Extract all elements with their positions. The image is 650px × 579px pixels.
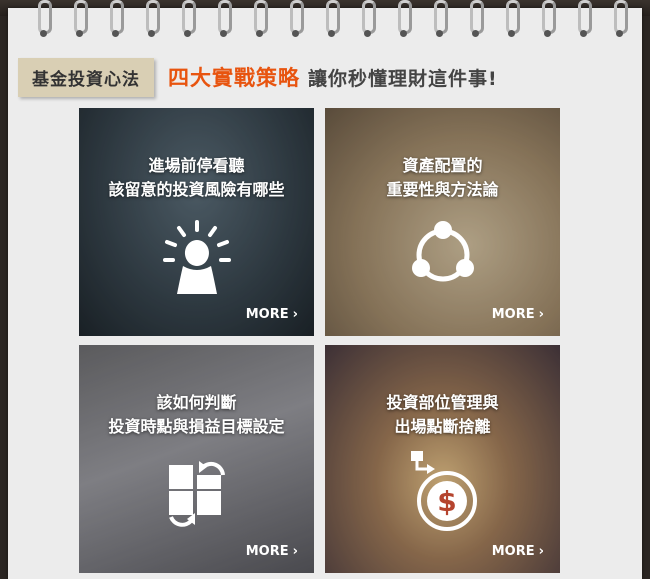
binder-ring — [396, 0, 412, 37]
chevron-right-icon: › — [292, 307, 298, 322]
binder-ring — [324, 0, 340, 37]
card-background — [79, 345, 314, 573]
card-title-line1: 資產配置的 — [402, 156, 483, 175]
binder-rings — [0, 0, 650, 48]
svg-text:$: $ — [437, 485, 456, 518]
card-title-line1: 投資部位管理與 — [386, 393, 499, 412]
card-title: 進場前停看聽 該留意的投資風險有哪些 — [79, 154, 314, 202]
strategy-card-risk[interactable]: 進場前停看聽 該留意的投資風險有哪些 MORE › — [79, 108, 314, 336]
binder-ring — [432, 0, 448, 37]
headline-subtitle: 讓你秒懂理財這件事! — [308, 67, 498, 90]
card-title-line2: 該留意的投資風險有哪些 — [108, 180, 285, 199]
allocation-cycle-icon — [411, 221, 474, 282]
binder-ring — [360, 0, 376, 37]
card-title-line2: 投資時點與損益目標設定 — [108, 417, 285, 436]
card-title-line1: 進場前停看聽 — [148, 156, 245, 175]
grid-arrows-icon — [168, 461, 225, 527]
binder-ring — [576, 0, 592, 37]
binder-ring — [108, 0, 124, 37]
headline-highlight: 四大實戰策略 — [168, 66, 300, 90]
category-tag: 基金投資心法 — [18, 57, 154, 97]
card-title-line2: 出場點斷捨離 — [394, 417, 491, 436]
binder-ring — [504, 0, 520, 37]
card-title: 資產配置的 重要性與方法論 — [325, 154, 560, 202]
strategy-card-allocation[interactable]: 資產配置的 重要性與方法論 MORE › — [325, 108, 560, 336]
binder-ring — [468, 0, 484, 37]
binder-ring — [288, 0, 304, 37]
binder-ring — [216, 0, 232, 37]
chevron-right-icon: › — [538, 307, 544, 322]
more-link[interactable]: MORE › — [491, 307, 544, 322]
card-title-line2: 重要性與方法論 — [386, 180, 499, 199]
binder-ring — [540, 0, 556, 37]
binder-ring — [144, 0, 160, 37]
binder-ring — [252, 0, 268, 37]
binder-ring — [36, 0, 52, 37]
strategy-card-exit[interactable]: 投資部位管理與 出場點斷捨離 $ MORE › — [325, 345, 560, 573]
strategy-card-timing[interactable]: 該如何判斷 投資時點與損益目標設定 MORE › — [79, 345, 314, 573]
more-link[interactable]: MORE › — [245, 544, 298, 559]
person-idea-icon — [162, 220, 231, 294]
more-link[interactable]: MORE › — [245, 307, 298, 322]
card-background — [325, 345, 560, 573]
chevron-right-icon: › — [538, 544, 544, 559]
card-title: 投資部位管理與 出場點斷捨離 — [325, 391, 560, 439]
binder-ring — [72, 0, 88, 37]
dollar-coin-icon: $ — [410, 451, 477, 531]
page-header: 基金投資心法 四大實戰策略 讓你秒懂理財這件事! — [18, 57, 498, 97]
binder-ring — [612, 0, 628, 37]
more-link[interactable]: MORE › — [491, 544, 544, 559]
card-title-line1: 該如何判斷 — [156, 393, 237, 412]
binder-ring — [180, 0, 196, 37]
chevron-right-icon: › — [292, 544, 298, 559]
card-title: 該如何判斷 投資時點與損益目標設定 — [79, 391, 314, 439]
